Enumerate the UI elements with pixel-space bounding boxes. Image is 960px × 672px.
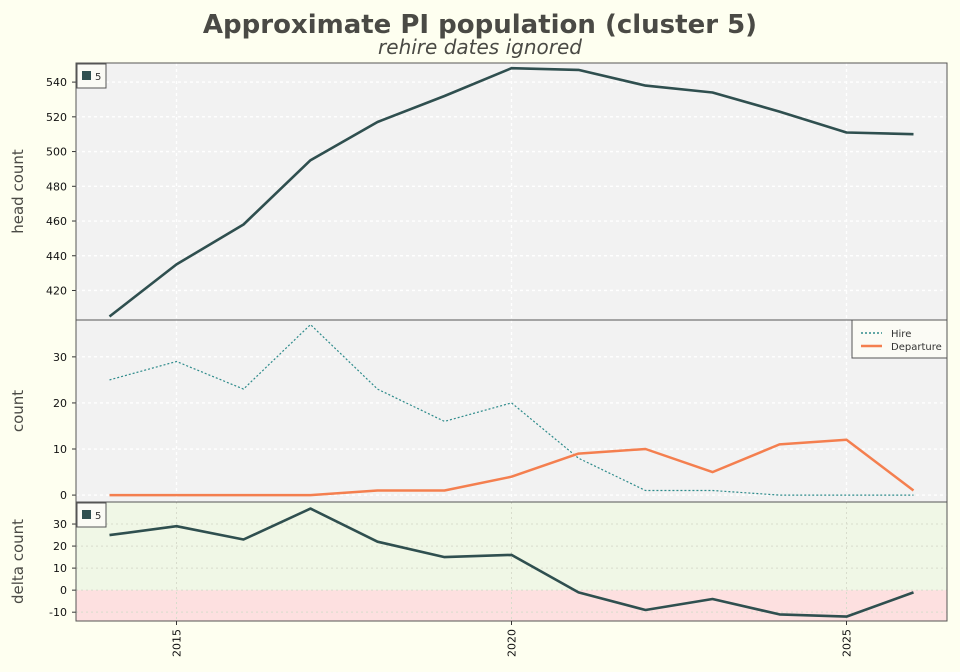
legend: 5 (76, 502, 107, 528)
y-tick-label: 20 (53, 540, 67, 553)
y-tick-label: 460 (46, 215, 67, 228)
legend-swatch (82, 510, 91, 519)
y-tick-label: 30 (53, 518, 67, 531)
chart-subtitle: rehire dates ignored (378, 35, 582, 59)
series-line-5 (109, 507, 914, 618)
y-tick-label: 10 (53, 443, 67, 456)
y-tick-label: 500 (46, 146, 67, 159)
y-axis-title: head count (9, 149, 27, 234)
series-line-hire (109, 324, 914, 496)
y-tick-label: 540 (46, 76, 67, 89)
y-axis-title: delta count (9, 519, 27, 604)
legend-label: 5 (95, 72, 101, 83)
series-line-departure (109, 438, 915, 497)
legend-label: 5 (95, 511, 101, 522)
y-tick-label: 520 (46, 111, 67, 124)
legend-box (76, 502, 107, 528)
legend: 5 (76, 63, 107, 89)
legend-box (76, 63, 107, 89)
y-axis-title: count (9, 390, 27, 432)
panel-2: 0 10 20 30 count Hire Departure (9, 319, 948, 503)
chart-title: Approximate PI population (cluster 5) (203, 10, 757, 40)
y-tick-label: 20 (53, 397, 67, 410)
legend-label: Hire (891, 329, 911, 340)
y-tick-label: 10 (53, 562, 67, 575)
legend-label: Departure (891, 342, 942, 353)
legend: Hire Departure (851, 319, 948, 359)
legend-box (851, 319, 948, 359)
y-tick-label: 420 (46, 284, 67, 297)
y-tick-label: 480 (46, 180, 67, 193)
x-tick-label: 2015 (171, 629, 184, 657)
x-tick-label: 2025 (841, 629, 854, 657)
y-tick-label: 0 (60, 584, 67, 597)
panel-1: 420 440 460 480 500 520 540 head count 5 (9, 62, 948, 321)
y-tick-label: 0 (60, 489, 67, 502)
x-tick-label: 2020 (506, 629, 519, 657)
legend-swatch (82, 71, 91, 80)
series-line-5 (108, 66, 914, 318)
y-tick-label: -10 (49, 606, 67, 619)
panel-3: -10 0 10 20 30 delta count 5 (9, 501, 948, 622)
y-tick-label: 440 (46, 250, 67, 263)
y-tick-label: 30 (53, 351, 67, 364)
